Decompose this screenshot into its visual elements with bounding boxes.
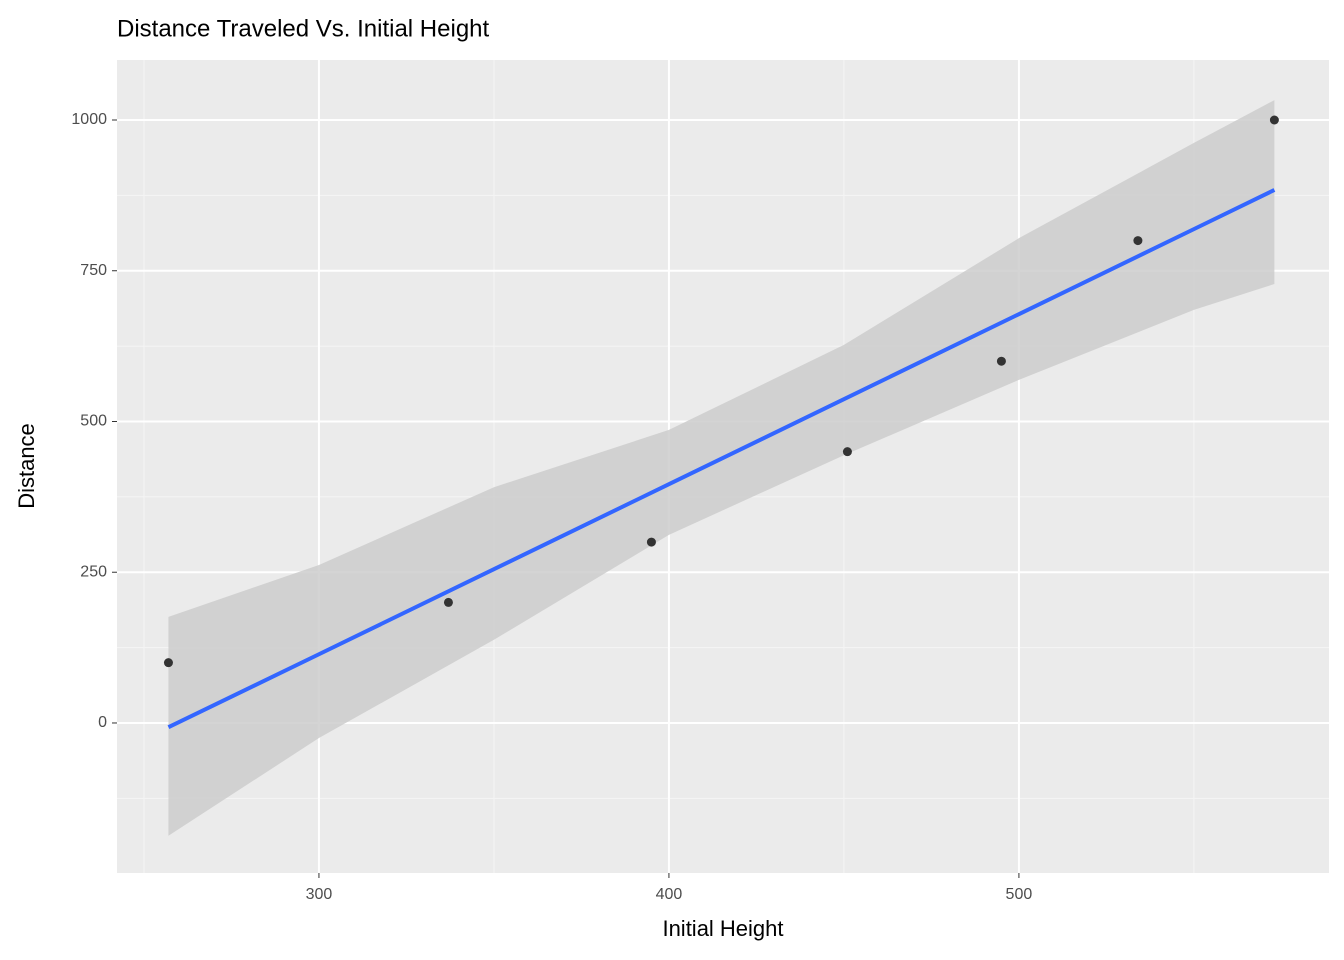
x-tick-label: 500 (1006, 886, 1033, 903)
x-axis-label: Initial Height (662, 916, 783, 941)
point (646, 537, 656, 547)
y-tick-label: 750 (80, 262, 107, 279)
point (1269, 115, 1279, 125)
y-tick-label: 250 (80, 563, 107, 580)
y-tick-label: 1000 (71, 111, 107, 128)
x-tick-label: 400 (656, 886, 683, 903)
point (842, 447, 852, 457)
point (996, 356, 1006, 366)
point (443, 597, 453, 607)
point (1133, 236, 1143, 246)
marks (163, 100, 1279, 836)
fit-line (167, 188, 1276, 729)
point (163, 658, 173, 668)
x-tick-label: 300 (306, 886, 333, 903)
y-tick-label: 0 (98, 714, 107, 731)
y-tick-label: 500 (80, 413, 107, 430)
y-axis-label: Distance (14, 423, 39, 509)
confidence-band (168, 100, 1275, 836)
chart-title: Distance Traveled Vs. Initial Height (117, 15, 490, 42)
